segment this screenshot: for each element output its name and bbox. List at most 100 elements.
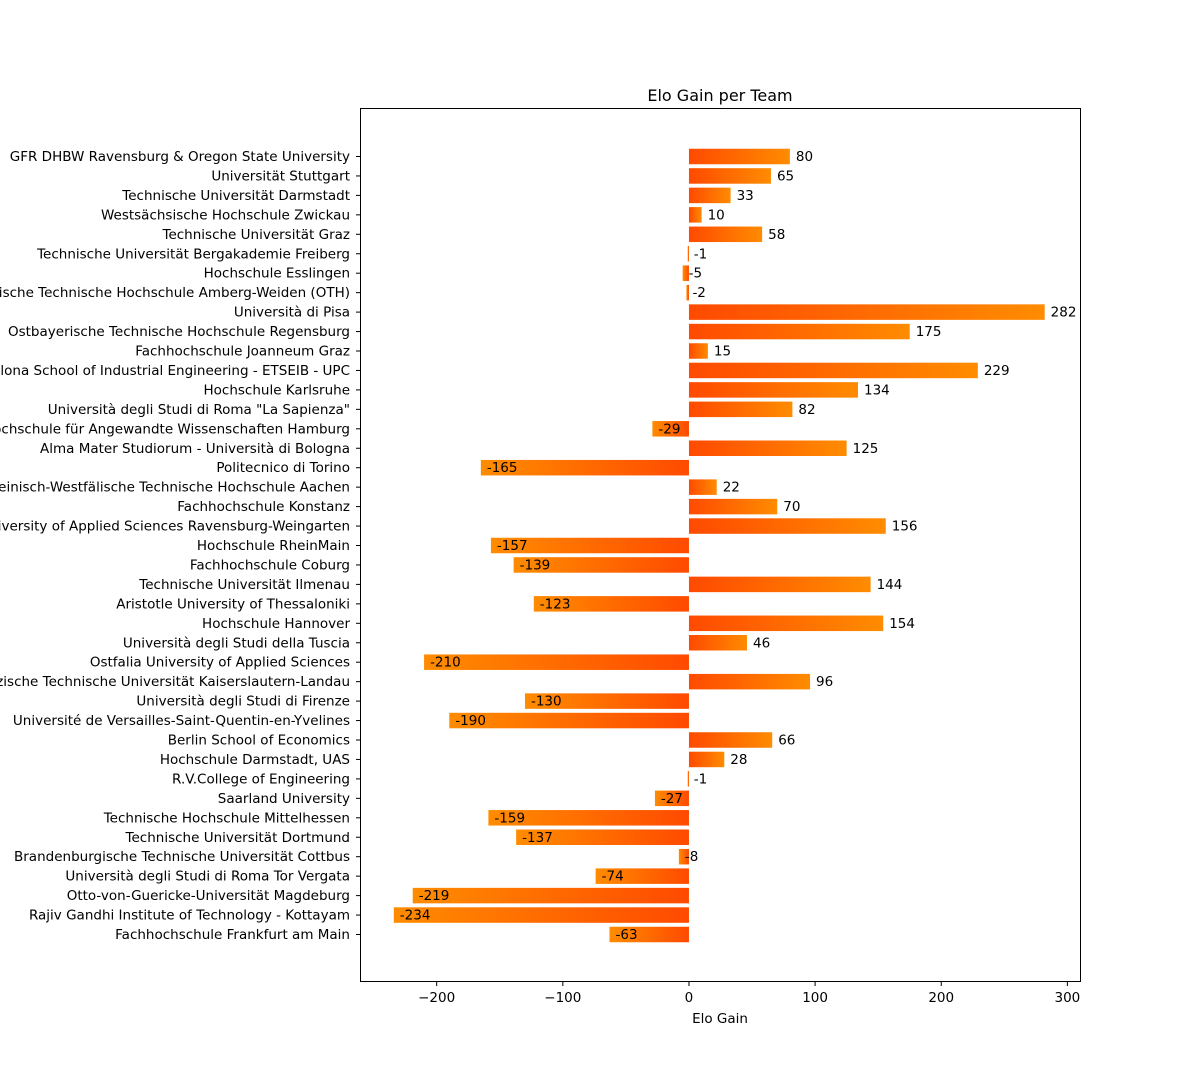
bar (688, 751, 725, 768)
bar (688, 226, 763, 243)
category-label: Fachhochschule Coburg (190, 557, 350, 573)
bar (688, 382, 858, 398)
bar (688, 187, 731, 204)
data-label: 33 (737, 188, 754, 204)
bar (609, 926, 689, 943)
category-label: University of Applied Sciences Ravensbur… (0, 519, 350, 535)
x-tick-label: 200 (928, 990, 954, 1006)
data-label: 229 (984, 363, 1010, 379)
x-tick-label: 0 (685, 990, 694, 1006)
bar (687, 771, 689, 787)
data-label: 156 (892, 519, 918, 535)
bar (488, 810, 689, 826)
data-label: -2 (692, 285, 705, 301)
data-label: -157 (497, 538, 528, 554)
data-label: 65 (777, 168, 794, 184)
category-label: Hochschule Darmstadt, UAS (160, 752, 350, 768)
data-label: -29 (658, 421, 680, 437)
data-label: -5 (689, 266, 702, 282)
data-label: -165 (487, 460, 518, 476)
data-label: 70 (783, 499, 800, 515)
data-label: 134 (864, 382, 890, 398)
bar (688, 362, 978, 379)
category-label: Università degli Studi di Firenze (136, 694, 350, 710)
bar (688, 207, 702, 223)
category-label: Technische Hochschule Mittelhessen (103, 810, 350, 826)
chart-title: Elo Gain per Team (647, 86, 792, 105)
bar (688, 343, 708, 359)
x-tick-label: 100 (802, 990, 828, 1006)
bar (688, 479, 717, 495)
bar (688, 323, 910, 340)
data-label: 125 (853, 441, 879, 457)
data-label: 66 (778, 733, 795, 749)
bar (595, 868, 689, 884)
bar (688, 732, 773, 748)
category-label: Fachhochschule Konstanz (177, 499, 350, 515)
bar (516, 829, 689, 845)
category-label: Université de Versailles-Saint-Quentin-e… (13, 713, 350, 729)
bar (393, 907, 689, 923)
category-label: Università degli Studi di Roma "La Sapie… (48, 402, 350, 418)
data-label: -1 (694, 246, 707, 262)
category-label: Ostfalia University of Applied Sciences (90, 655, 350, 671)
data-label: -219 (419, 888, 450, 904)
x-tick-label: −100 (544, 990, 581, 1006)
bar (688, 635, 747, 651)
data-label: 22 (723, 480, 740, 496)
category-label: Hochschule Hannover (202, 616, 350, 632)
data-label: -137 (522, 830, 553, 846)
bar (688, 148, 790, 165)
category-label: Technische Universität Graz (162, 227, 351, 243)
category-label: Fachhochschule Joanneum Graz (135, 344, 350, 360)
bars-group (393, 148, 1045, 943)
category-label: Ostbayerische Technische Hochschule Rege… (8, 324, 350, 340)
bar (424, 654, 689, 670)
category-label: Technische Universität Bergakademie Frei… (36, 246, 350, 262)
data-label: 15 (714, 344, 731, 360)
x-tick-label: 300 (1054, 990, 1080, 1006)
bar (687, 246, 689, 262)
bar (652, 421, 689, 437)
bar (654, 790, 689, 807)
category-label: Universität Stuttgart (211, 168, 350, 184)
category-label: Università di Pisa (234, 305, 350, 321)
bar (524, 693, 689, 709)
data-label: -234 (400, 908, 431, 924)
category-label: Technische Universität Dortmund (125, 830, 350, 846)
data-label: -190 (455, 713, 486, 729)
category-label: Barcelona School of Industrial Engineeri… (0, 363, 350, 379)
category-label: Technische Universität Darmstadt (121, 188, 350, 204)
bar (678, 848, 689, 865)
data-label: 282 (1051, 305, 1077, 321)
bar (686, 284, 689, 301)
x-tick-label: −200 (418, 990, 455, 1006)
category-label: Alma Mater Studiorum - Università di Bol… (40, 441, 350, 457)
data-label: -74 (602, 869, 624, 885)
data-label: 58 (768, 227, 785, 243)
category-labels-group: GFR DHBW Ravensburg & Oregon State Unive… (0, 149, 361, 943)
category-label: Rheinland-Pfälzische Technische Universi… (0, 674, 350, 690)
data-label: 46 (753, 635, 770, 651)
data-label: 80 (796, 149, 813, 165)
data-label: 154 (889, 616, 915, 632)
plot-frame (360, 108, 1081, 982)
data-label: -123 (540, 596, 571, 612)
bar (533, 596, 689, 612)
category-label: Fachhochschule Frankfurt am Main (115, 927, 350, 943)
bar (513, 557, 689, 573)
category-label: Technische Universität Ilmenau (138, 577, 350, 593)
x-ticks-group: −200 −100 0 100 200 300 (418, 981, 1080, 1006)
bar (688, 168, 771, 184)
data-label: -1 (694, 771, 707, 787)
category-label: Otto-von-Guericke-Universität Magdeburg (67, 888, 350, 904)
data-label: -8 (685, 849, 698, 865)
data-label: -139 (520, 557, 551, 573)
category-label: Ostbayerische Technische Hochschule Ambe… (0, 285, 350, 301)
category-label: Hochschule Karlsruhe (204, 382, 351, 398)
bar (412, 887, 689, 904)
bar (688, 401, 793, 418)
data-label: -63 (615, 927, 637, 943)
